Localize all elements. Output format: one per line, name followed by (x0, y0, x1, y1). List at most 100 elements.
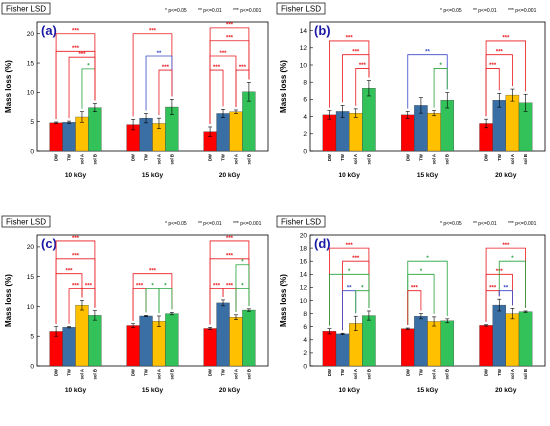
y-tick-label: 20 (27, 244, 35, 251)
significance-bracket (55, 33, 96, 119)
y-tick-label: 10 (27, 90, 35, 97)
bar-dw (479, 325, 493, 367)
y-axis-label: Mass loss (%) (4, 60, 13, 113)
x-tick-label: sol A (79, 154, 84, 164)
x-tick-label: sol A (353, 154, 358, 164)
significance-bracket (407, 260, 448, 326)
y-tick-label: 4 (303, 114, 307, 121)
significance-label: *** (149, 29, 157, 35)
x-tick-label: sol B (445, 369, 450, 380)
y-tick-label: 0 (30, 148, 34, 155)
bar-sol-a (152, 321, 166, 367)
bar-sol-b (88, 107, 102, 152)
x-tick-label: TW (497, 153, 502, 161)
x-tick-label: TW (340, 153, 345, 161)
legend-entry: ** p<=0.01 (198, 8, 222, 14)
bar-sol-a (349, 113, 363, 152)
significance-label: *** (352, 256, 360, 262)
significance-bracket (55, 273, 83, 324)
panel-label: (c) (41, 236, 57, 251)
significance-bracket (81, 288, 96, 308)
x-group-label: 15 kGy (417, 387, 439, 394)
y-tick-label: 20 (27, 31, 35, 38)
panel-title-box (276, 2, 326, 15)
bar-tw (492, 304, 506, 367)
legend-entry: *** p<=0.001 (508, 8, 537, 14)
y-tick-label: 10 (300, 298, 308, 305)
bar-sol-a (505, 94, 520, 152)
panel-title: Fisher LSD (281, 218, 321, 227)
significance-label: *** (72, 46, 80, 52)
x-tick-label: sol A (432, 154, 437, 164)
x-tick-label: DW (208, 368, 213, 376)
chart-panel-3: Fisher LSD * p<=0.05 ** p<=0.01 *** p<=0.00… (1, 215, 269, 394)
y-tick-label: 10 (27, 304, 35, 311)
bar-tw (414, 316, 428, 367)
bar-tw (139, 315, 153, 367)
panel-title: Fisher LSD (281, 5, 321, 14)
x-tick-label: DW (54, 368, 59, 376)
y-tick-label: 10 (300, 62, 308, 69)
significance-bracket (498, 290, 513, 306)
legend-entry: ** p<=0.01 (473, 221, 497, 227)
bar-tw (62, 327, 76, 367)
y-tick-label: 14 (300, 272, 308, 279)
significance-label: * (241, 260, 244, 266)
x-tick-label: sol A (233, 369, 238, 379)
significance-label: * (348, 269, 351, 275)
x-group-label: 10 kGy (339, 172, 361, 179)
legend-entry: ** p<=0.01 (473, 8, 497, 14)
x-group-label: 15 kGy (142, 387, 164, 394)
panel-title: Fisher LSD (6, 218, 46, 227)
y-axis-label: Mass loss (%) (279, 60, 288, 113)
x-group-label: 10 kGy (65, 172, 87, 179)
x-tick-label: sol A (156, 154, 161, 164)
x-tick-label: sol B (366, 154, 371, 165)
bar-tw (335, 333, 350, 367)
x-tick-label: sol B (366, 369, 371, 380)
legend-entry: *** p<=0.001 (233, 8, 262, 14)
significance-label: *** (502, 36, 510, 42)
y-tick-label: 6 (303, 324, 307, 331)
y-tick-label: 5 (30, 334, 34, 341)
significance-bracket (485, 68, 500, 117)
significance-label: * (87, 64, 90, 70)
significance-label: *** (72, 254, 80, 260)
x-tick-label: DW (54, 153, 59, 161)
significance-label: *** (72, 283, 80, 289)
x-tick-label: TW (67, 368, 72, 376)
bar-tw (216, 302, 230, 367)
bar-sol-a (505, 313, 520, 367)
x-tick-label: sol B (523, 369, 528, 380)
significance-label: ** (425, 49, 430, 55)
significance-label: ** (503, 285, 508, 291)
x-group-label: 20 kGy (219, 172, 241, 179)
bar-sol-b (518, 311, 533, 367)
significance-label: *** (489, 285, 497, 291)
legend-entry: ** p<=0.01 (198, 221, 222, 227)
x-tick-label: TW (144, 153, 149, 161)
y-tick-label: 14 (300, 28, 308, 35)
x-tick-label: sol B (92, 369, 97, 380)
legend-entry: * p<=0.05 (440, 221, 462, 227)
significance-bracket (158, 288, 173, 313)
significance-bracket (235, 288, 250, 312)
x-tick-label: TW (221, 368, 226, 376)
y-tick-label: 0 (30, 363, 34, 370)
significance-label: ** (157, 51, 162, 57)
significance-label: *** (78, 52, 86, 58)
x-tick-label: sol B (92, 154, 97, 165)
y-tick-label: 8 (303, 311, 307, 318)
x-tick-label: DW (484, 368, 489, 376)
bar-sol-b (440, 320, 454, 367)
x-tick-label: DW (484, 153, 489, 161)
x-tick-label: sol B (246, 369, 251, 380)
bar-sol-b (362, 315, 376, 367)
x-group-label: 20 kGy (495, 387, 517, 394)
significance-label: * (439, 63, 442, 69)
x-tick-label: DW (405, 368, 410, 376)
y-tick-label: 12 (300, 285, 308, 292)
x-group-label: 15 kGy (417, 172, 439, 179)
y-axis-label: Mass loss (%) (279, 274, 288, 327)
y-tick-label: 0 (303, 363, 307, 370)
